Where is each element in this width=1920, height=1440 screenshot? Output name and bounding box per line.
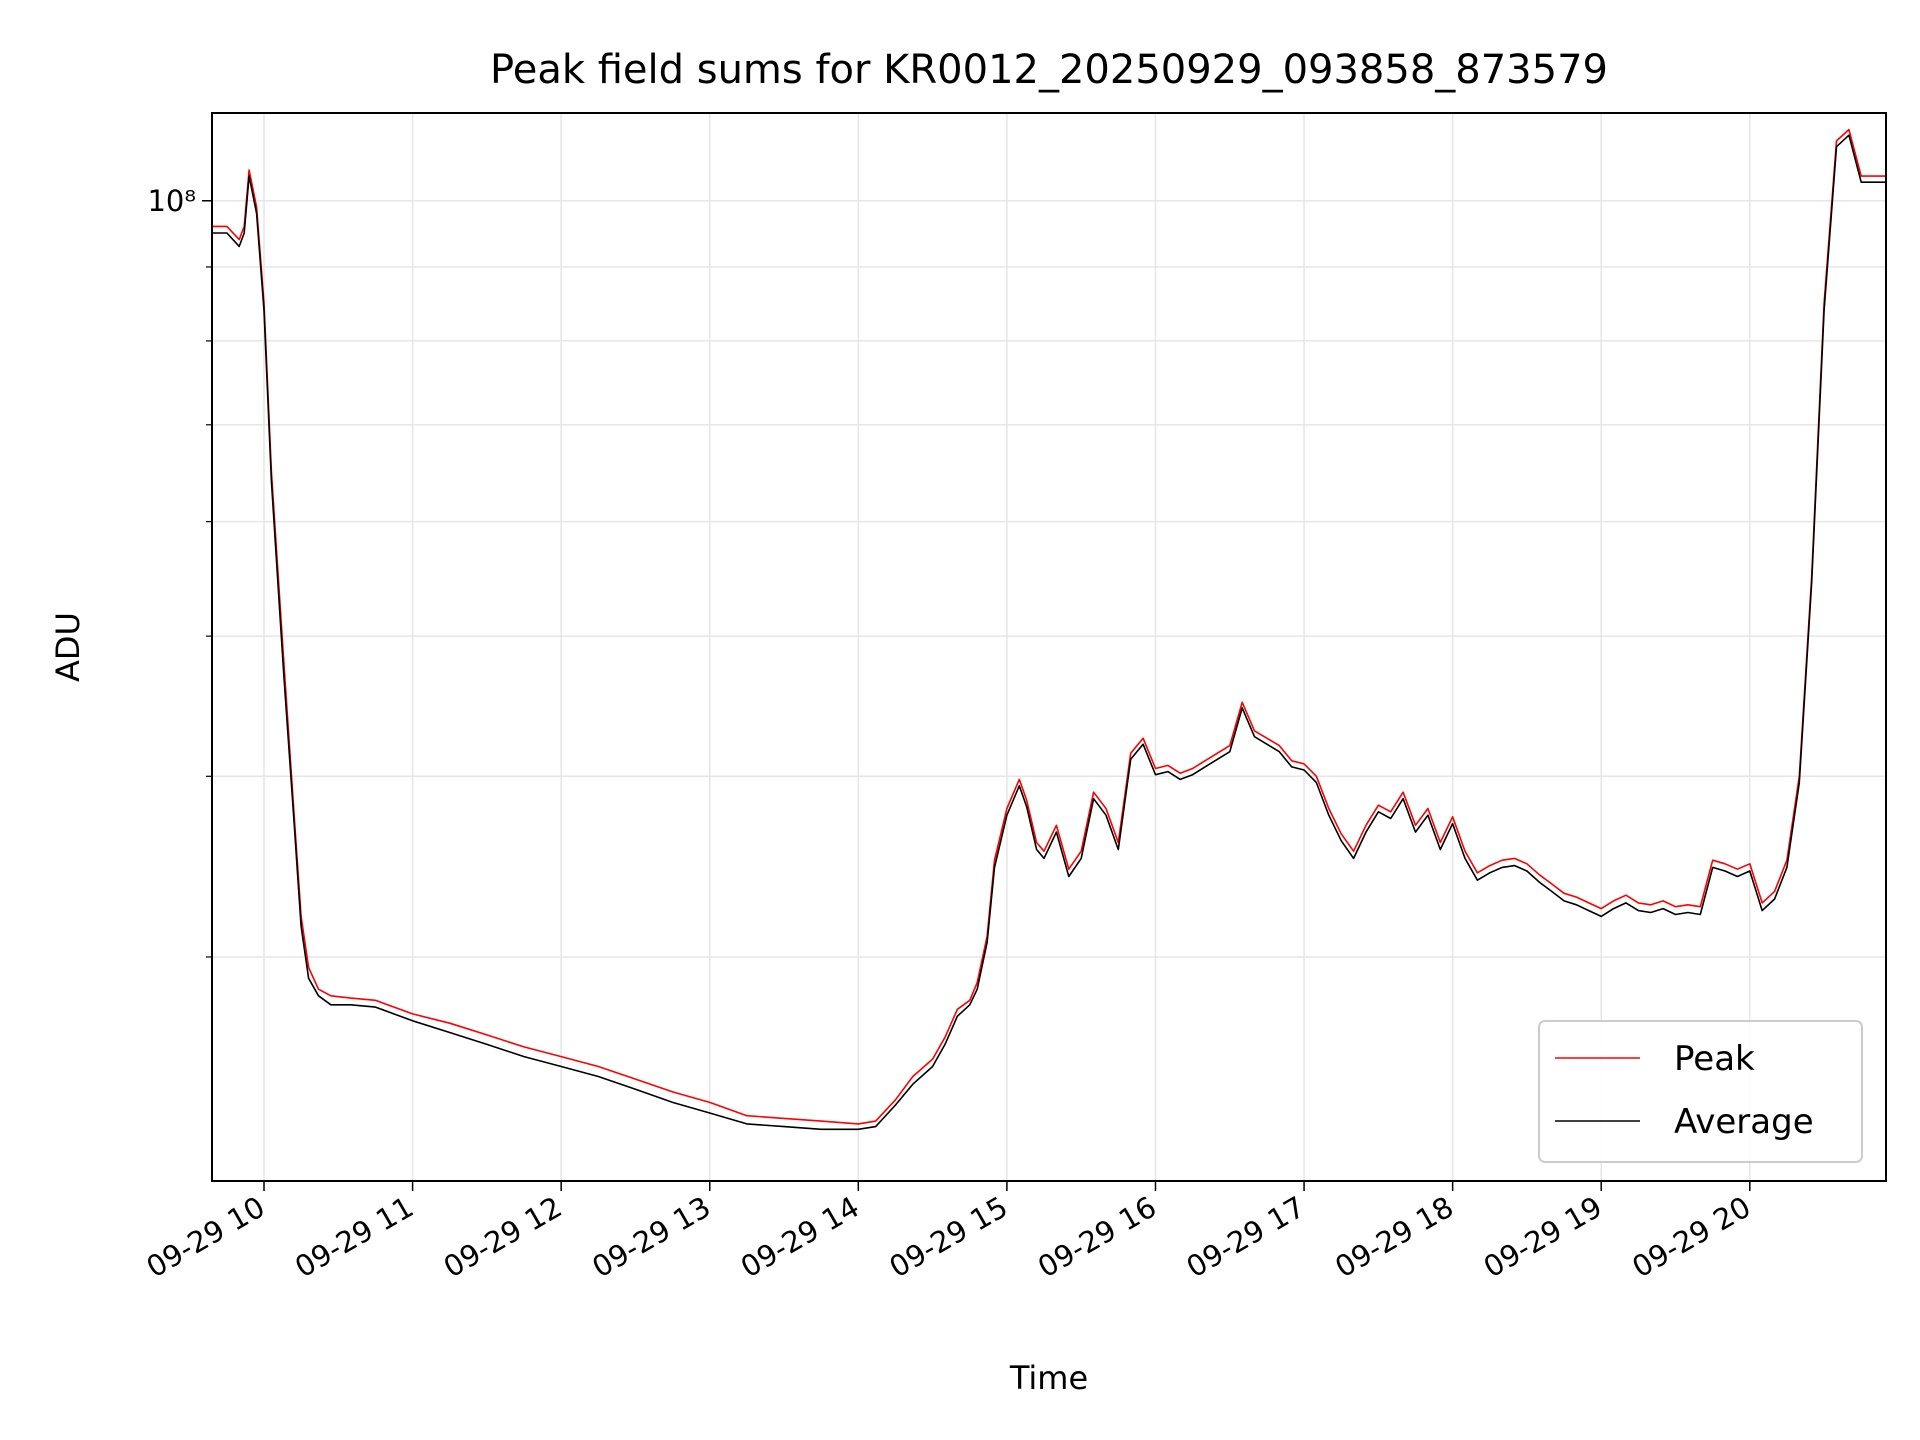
plot-frame <box>211 112 1887 1182</box>
x-axis-label: Time <box>1009 1359 1088 1397</box>
grid <box>212 113 1886 1181</box>
legend-label-average: Average <box>1674 1102 1814 1142</box>
y-axis-label: ADU <box>49 612 87 682</box>
series-layer <box>212 128 1886 1131</box>
legend: Peak Average <box>1538 1020 1863 1163</box>
legend-box <box>1538 1020 1863 1163</box>
series-line-peak <box>212 128 1886 1125</box>
series-line-average <box>212 134 1886 1131</box>
legend-label-peak: Peak <box>1674 1039 1755 1079</box>
chart-title: Peak field sums for KR0012_20250929_0938… <box>490 47 1608 93</box>
y-axis: 10⁸ <box>147 184 212 958</box>
y-tick-label: 10⁸ <box>147 184 196 218</box>
